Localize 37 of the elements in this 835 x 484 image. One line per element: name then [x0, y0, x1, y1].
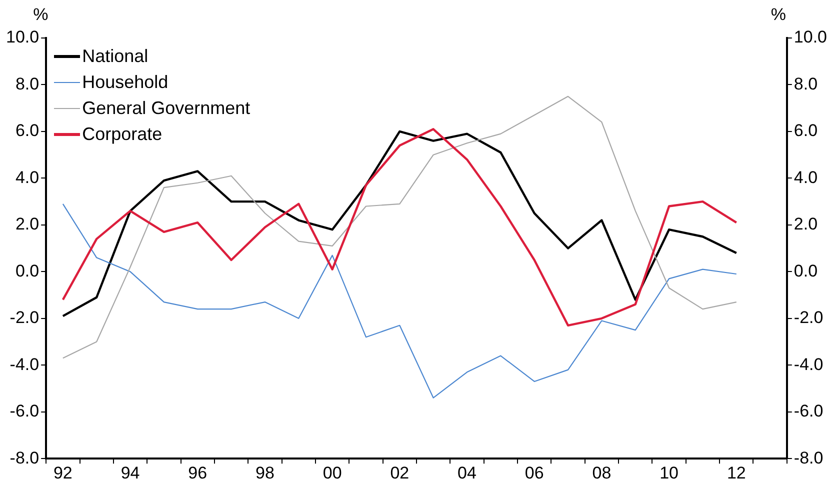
y-tick-label: 4.0 [15, 168, 40, 187]
y2-tick-label: 10.0 [794, 28, 828, 47]
y-tick-label: 6.0 [15, 121, 40, 140]
legend-label: National [82, 45, 148, 68]
legend-label: Corporate [82, 123, 162, 146]
y-tick-label: -6.0 [10, 402, 40, 421]
x-tick-label: 12 [726, 463, 746, 482]
y-tick-label: -2.0 [10, 308, 40, 328]
y2-tick-label: 6.0 [794, 121, 818, 140]
y2-tick-label: -8.0 [794, 448, 824, 468]
y-tick-label: -4.0 [10, 354, 40, 374]
legend-label: General Government [82, 97, 250, 120]
y-tick-label: 10.0 [6, 28, 40, 47]
y2-axis-title: % [770, 5, 786, 25]
x-tick-label: 00 [322, 463, 342, 482]
x-tick-label: 06 [524, 463, 544, 482]
x-tick-label: 08 [592, 463, 612, 482]
y-tick-label: 0.0 [15, 261, 40, 280]
x-tick-label: 04 [458, 463, 476, 482]
y2-tick-label: 4.0 [794, 168, 818, 187]
x-tick-label: 02 [390, 463, 410, 482]
x-tick-label: 96 [188, 463, 208, 482]
x-tick-label: 92 [53, 463, 72, 482]
y-tick-label: -8.0 [10, 448, 40, 468]
y2-tick-label: -4.0 [794, 354, 824, 374]
y2-tick-label: 8.0 [794, 74, 818, 94]
y2-tick-label: -2.0 [794, 308, 824, 328]
x-tick-label: 94 [120, 463, 140, 482]
y2-tick-label: 0.0 [794, 261, 818, 280]
x-tick-label: 98 [256, 463, 274, 482]
y-axis-title: % [33, 5, 48, 25]
y-tick-label: 8.0 [15, 74, 40, 94]
x-tick-label: 10 [660, 463, 679, 482]
legend-label: Household [82, 71, 168, 94]
y-tick-label: 2.0 [15, 214, 40, 234]
y2-tick-label: 2.0 [794, 214, 818, 234]
y2-tick-label: -6.0 [794, 402, 824, 421]
